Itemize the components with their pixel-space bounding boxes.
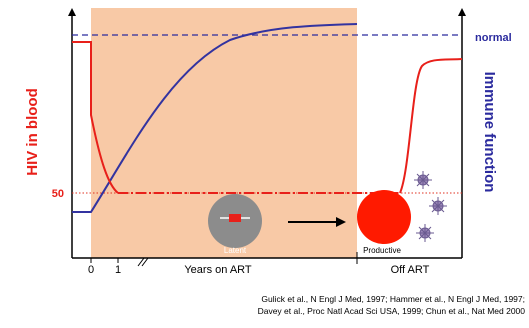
hiv-rebound bbox=[400, 59, 462, 193]
y-left-label: HIV in blood bbox=[24, 88, 41, 176]
x-label: Off ART bbox=[391, 264, 430, 276]
diagram: normal HIV in blood Immune function 50 0… bbox=[0, 0, 529, 328]
x-tick-label: 1 bbox=[115, 264, 121, 276]
arrow-head bbox=[68, 8, 76, 16]
arrow-head bbox=[458, 8, 466, 16]
normal-label: normal bbox=[475, 32, 512, 44]
provirus bbox=[229, 214, 241, 222]
productive-label: Productive bbox=[363, 246, 401, 255]
x-tick-label: 0 bbox=[88, 264, 94, 276]
productive-cell bbox=[357, 190, 411, 244]
y-tick-label: 50 bbox=[52, 188, 64, 200]
citation: Davey et al., Proc Natl Acad Sci USA, 19… bbox=[258, 306, 526, 316]
y-right-label: Immune function bbox=[481, 72, 498, 193]
virions bbox=[414, 171, 447, 242]
x-label: Years on ART bbox=[184, 264, 252, 276]
citation: Gulick et al., N Engl J Med, 1997; Hamme… bbox=[261, 294, 525, 304]
latent-label: Latent bbox=[224, 246, 247, 255]
